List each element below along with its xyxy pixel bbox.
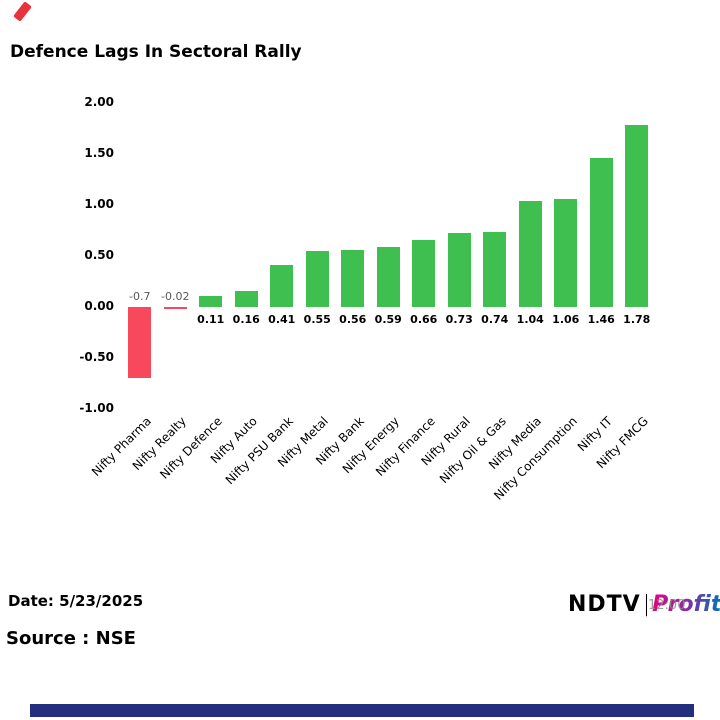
bar: [234, 290, 258, 307]
y-axis-tick-label: -0.50: [79, 350, 114, 364]
bar-value-label: 1.06: [552, 313, 580, 326]
chart-title: Defence Lags In Sectoral Rally: [10, 42, 302, 62]
bar: [341, 249, 365, 307]
y-axis-tick-label: 1.50: [84, 146, 114, 160]
bar-value-label: 0.16: [232, 313, 260, 326]
bar: [518, 200, 542, 307]
bar-value-label: 0.59: [374, 313, 402, 326]
ndtv-profit-logo: NDTV|Profit: [568, 592, 720, 617]
bar: [447, 232, 471, 307]
bar-value-label: 0.56: [339, 313, 367, 326]
bar: [483, 231, 507, 307]
bar: [589, 158, 613, 307]
y-axis-tick-label: 0.00: [84, 299, 114, 313]
bar-value-label: 0.55: [303, 313, 331, 326]
bar: [554, 198, 578, 307]
bar-value-label: 0.66: [410, 313, 438, 326]
bar: [199, 295, 223, 307]
y-axis-tick-label: 1.00: [84, 197, 114, 211]
bar-value-label: 0.73: [445, 313, 473, 326]
bar: [376, 246, 400, 307]
bar: [625, 125, 649, 307]
y-axis-tick-label: 2.00: [84, 95, 114, 109]
ndtv-wordmark: NDTV: [568, 592, 641, 617]
profit-wordmark: Profit: [652, 592, 720, 617]
y-axis-tick-label: 0.50: [84, 248, 114, 262]
bar-value-label: 1.78: [623, 313, 651, 326]
bar: [128, 307, 152, 379]
bar-value-label: 1.04: [516, 313, 544, 326]
bar-value-label: 0.74: [481, 313, 509, 326]
bar-value-label: 0.11: [197, 313, 225, 326]
date-label: Date: 5/23/2025: [8, 592, 144, 610]
watermark-time: 12:00: [648, 598, 686, 613]
bar: [163, 307, 187, 310]
logo-separator: |: [642, 592, 651, 617]
bar-value-label: -0.02: [161, 290, 190, 303]
bottom-blue-bar: [30, 704, 694, 717]
bar: [305, 250, 329, 307]
bar-value-label: 0.41: [268, 313, 296, 326]
y-axis-tick-label: -1.00: [79, 401, 114, 415]
source-label: Source : NSE: [6, 628, 136, 649]
bar: [270, 265, 294, 307]
bar-value-label: -0.7: [129, 290, 151, 303]
bar: [412, 239, 436, 307]
bar-value-label: 1.46: [587, 313, 615, 326]
bar-chart: 2.00 1.50 1.00 0.50 0.00 -0.50 -1.00 -0.7 Nifty …: [79, 95, 651, 503]
